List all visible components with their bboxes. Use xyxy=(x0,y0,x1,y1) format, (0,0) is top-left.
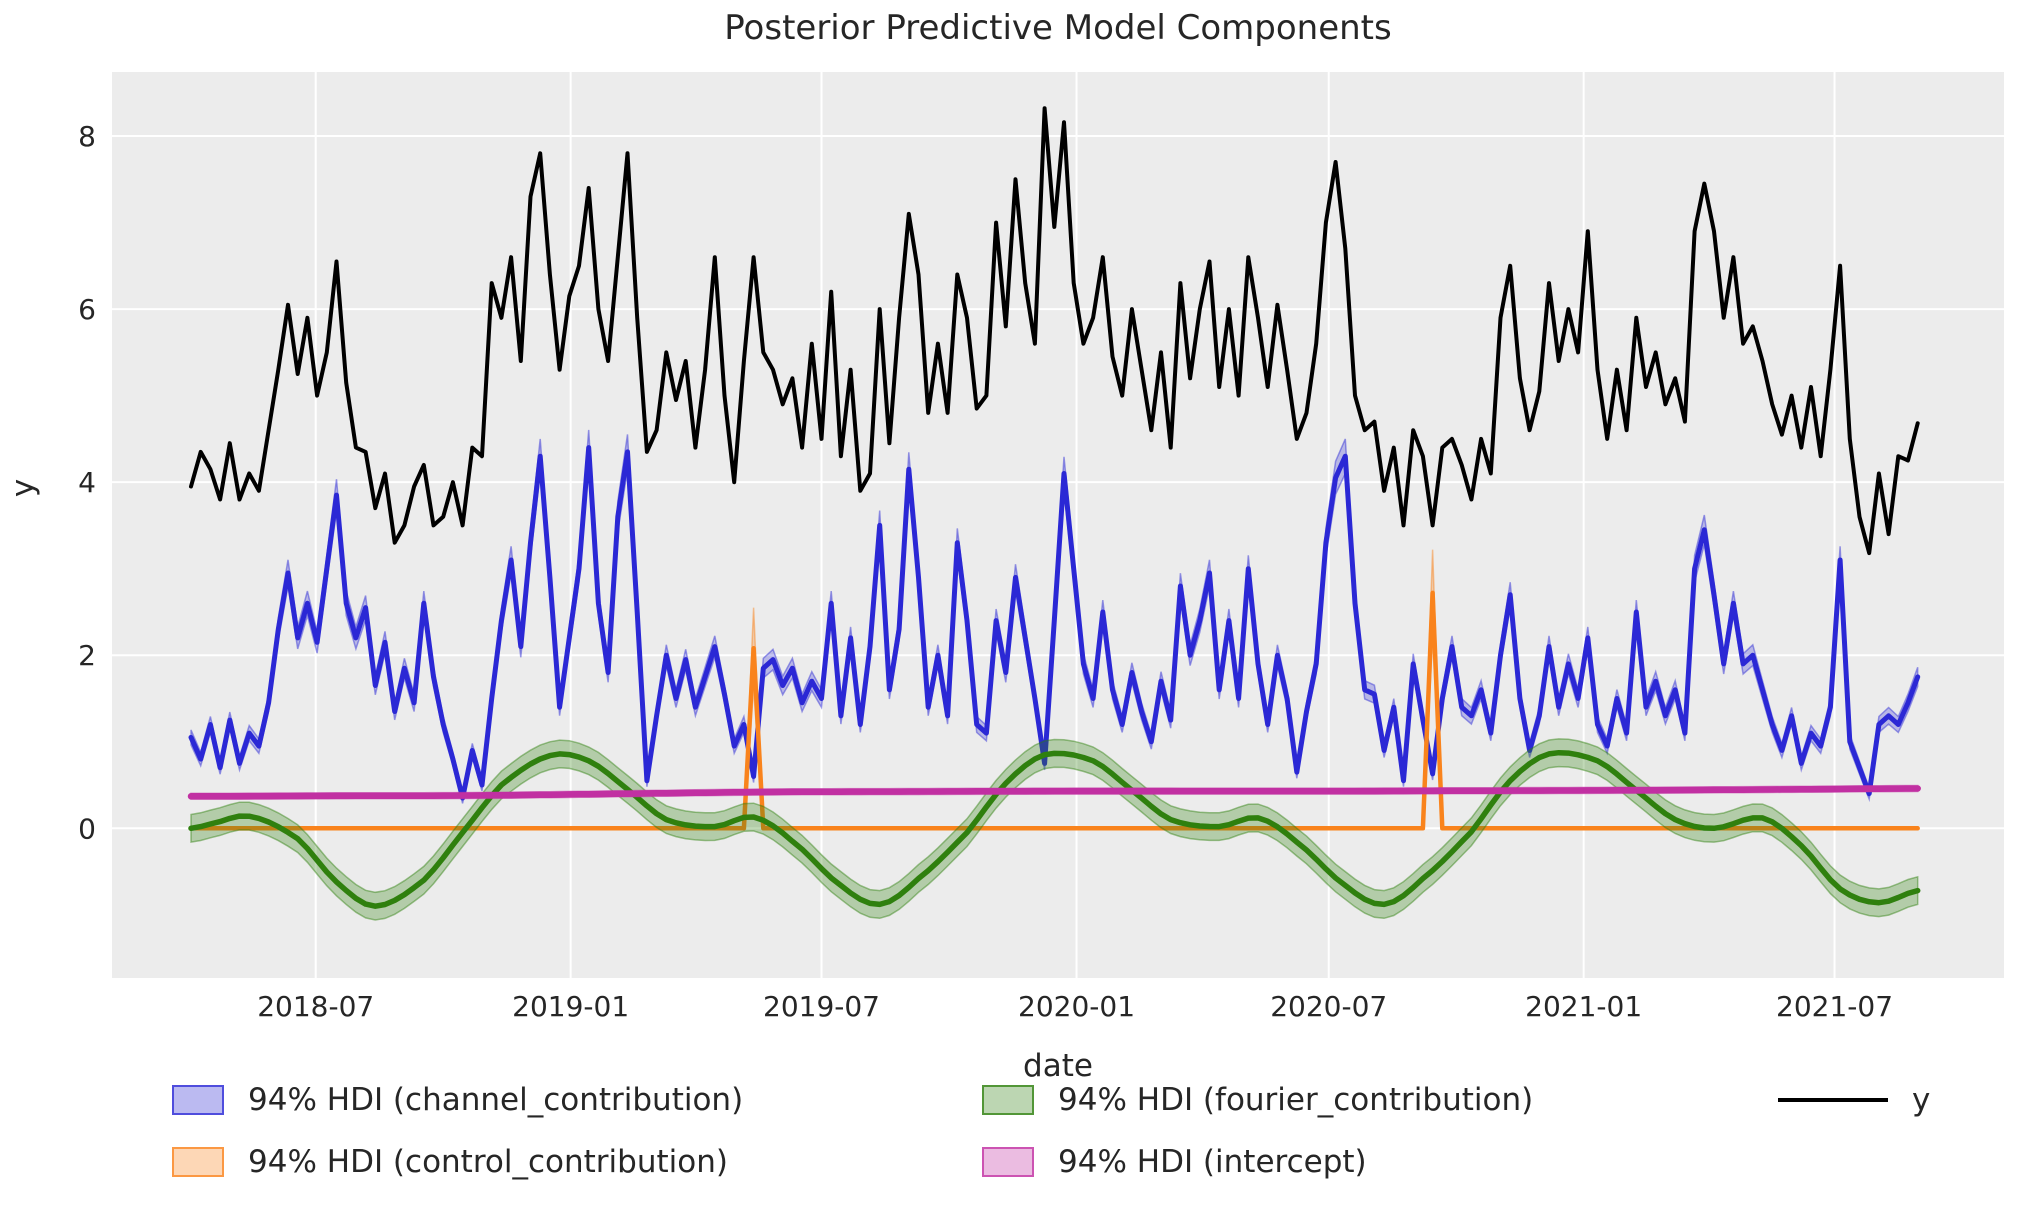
legend-label-channel: 94% HDI (channel_contribution) xyxy=(248,1082,744,1118)
x-tick-label: 2021-07 xyxy=(1776,990,1893,1023)
series-y-line xyxy=(189,106,1920,556)
y-axis-label: y xyxy=(5,478,42,498)
x-tick-label: 2019-01 xyxy=(512,990,629,1023)
x-tick-label: 2020-01 xyxy=(1018,990,1135,1023)
series-fourier-line xyxy=(188,749,1921,909)
chart-title: Posterior Predictive Model Components xyxy=(724,8,1392,48)
y-tick-label: 8 xyxy=(78,120,96,153)
series-channel-line xyxy=(188,445,1921,801)
legend-item-channel: 94% HDI (channel_contribution) xyxy=(172,1082,744,1118)
legend-swatch-control xyxy=(172,1147,224,1177)
legend-swatch-fourier xyxy=(982,1085,1034,1115)
legend-item-control: 94% HDI (control_contribution) xyxy=(172,1144,728,1180)
x-tick-label: 2020-07 xyxy=(1270,990,1387,1023)
legend-item-y: y xyxy=(1778,1082,1931,1118)
legend-swatch-intercept xyxy=(982,1147,1034,1177)
x-tick-label: 2019-07 xyxy=(763,990,880,1023)
x-tick-label: 2021-01 xyxy=(1525,990,1642,1023)
legend-line-y xyxy=(1778,1098,1888,1102)
series-intercept-line xyxy=(187,785,1921,800)
y-tick-label: 6 xyxy=(78,293,96,326)
y-tick-label: 4 xyxy=(78,466,96,499)
legend-item-intercept: 94% HDI (intercept) xyxy=(982,1144,1367,1180)
x-axis-label: date xyxy=(1023,1048,1093,1084)
y-tick-label: 0 xyxy=(78,812,96,845)
legend-label-y: y xyxy=(1912,1082,1931,1118)
series-control-line xyxy=(188,590,1920,831)
x-tick-label: 2018-07 xyxy=(257,990,374,1023)
legend-label-control: 94% HDI (control_contribution) xyxy=(248,1144,728,1180)
legend-label-fourier: 94% HDI (fourier_contribution) xyxy=(1058,1082,1534,1118)
y-tick-label: 2 xyxy=(78,639,96,672)
legend-swatch-channel xyxy=(172,1085,224,1115)
legend-item-fourier: 94% HDI (fourier_contribution) xyxy=(982,1082,1534,1118)
legend-label-intercept: 94% HDI (intercept) xyxy=(1058,1144,1367,1180)
